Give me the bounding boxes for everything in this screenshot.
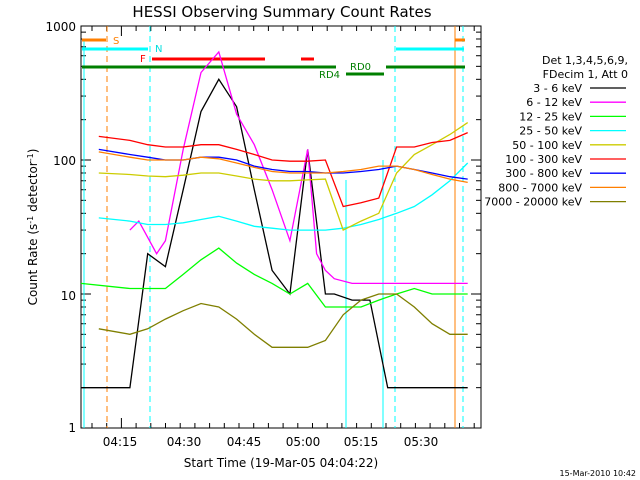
flag-label-s: S	[113, 36, 119, 47]
x-axis: 04:15 04:30 04:45 05:00 05:15 05:30	[91, 26, 475, 449]
flag-label-rd4: RD4	[319, 70, 340, 81]
series-line-1	[129, 50, 468, 285]
series-line-8	[98, 293, 468, 348]
plot-frame	[80, 25, 482, 429]
x-tick-label: 05:00	[286, 435, 321, 449]
x-tick-label: 05:30	[404, 435, 439, 449]
y-tick-label: 100	[53, 154, 76, 168]
series-line-2	[80, 247, 468, 308]
x-axis-label: Start Time (19-Mar-05 04:04:22)	[184, 456, 378, 470]
series-layer	[80, 50, 469, 389]
series-line-5	[98, 132, 468, 208]
legend-label: 6 - 12 keV	[526, 96, 582, 109]
chart-title: HESSI Observing Summary Count Rates	[132, 3, 431, 21]
y-tick-label: 1	[68, 421, 76, 435]
legend-label: 800 - 7000 keV	[498, 181, 582, 194]
series-line-0	[81, 78, 468, 389]
flag-label-n: N	[155, 44, 162, 55]
footer-timestamp: 15-Mar-2010 10:42	[560, 469, 637, 478]
flag-label-f: F	[140, 54, 146, 65]
legend: Det 1,3,4,5,6,9, FDecim 1, Att 0 3 - 6 k…	[484, 54, 628, 209]
y-axis-label-mid: detector	[26, 161, 40, 216]
flag-label-rd0: RD0	[350, 62, 371, 73]
legend-label: 100 - 300 keV	[505, 153, 582, 166]
x-tick-label: 04:45	[227, 435, 262, 449]
y-axis-label-sup1: -1	[26, 216, 35, 224]
legend-header: Det 1,3,4,5,6,9,	[542, 54, 628, 67]
series-line-3	[98, 162, 469, 231]
y-axis-label-end: )	[26, 149, 40, 154]
x-tick-label: 05:15	[344, 435, 379, 449]
legend-label: 50 - 100 keV	[512, 139, 582, 152]
legend-label: 25 - 50 keV	[519, 125, 582, 138]
legend-label: 300 - 800 keV	[505, 167, 582, 180]
flag-bars: S N F RD0 RD4	[82, 36, 465, 81]
y-tick-label: 1000	[45, 20, 76, 34]
legend-label: 12 - 25 keV	[519, 110, 582, 123]
y-tick-label: 10	[61, 289, 76, 303]
series-line-4	[98, 122, 469, 232]
x-tick-label: 04:30	[167, 435, 202, 449]
legend-label: 3 - 6 keV	[533, 82, 582, 95]
y-axis-label-main: Count Rate (s	[26, 224, 40, 306]
legend-label: 7000 - 20000 keV	[484, 196, 582, 209]
y-axis-label-sup2: -1	[26, 153, 35, 161]
legend-header: FDecim 1, Att 0	[543, 68, 628, 81]
x-tick-label: 04:15	[103, 435, 138, 449]
y-axis-label: Count Rate (s-1 detector-1)	[26, 149, 40, 306]
series-line-7	[98, 151, 468, 184]
